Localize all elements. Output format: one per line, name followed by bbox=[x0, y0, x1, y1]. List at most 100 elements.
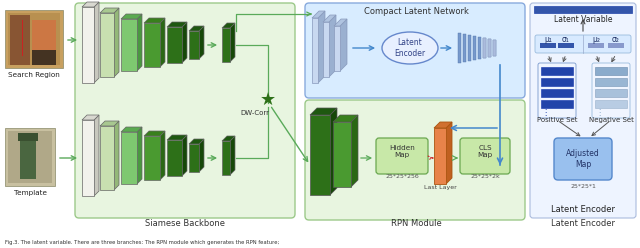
FancyBboxPatch shape bbox=[541, 67, 573, 75]
FancyBboxPatch shape bbox=[5, 128, 55, 186]
FancyBboxPatch shape bbox=[488, 39, 491, 57]
Text: Template: Template bbox=[13, 190, 47, 196]
FancyBboxPatch shape bbox=[20, 133, 36, 179]
Polygon shape bbox=[199, 139, 204, 172]
FancyBboxPatch shape bbox=[468, 35, 471, 61]
FancyBboxPatch shape bbox=[312, 18, 318, 83]
Polygon shape bbox=[167, 22, 187, 27]
FancyBboxPatch shape bbox=[121, 19, 137, 71]
FancyBboxPatch shape bbox=[588, 43, 604, 48]
FancyBboxPatch shape bbox=[595, 78, 627, 86]
FancyBboxPatch shape bbox=[541, 100, 573, 108]
Polygon shape bbox=[310, 108, 337, 115]
Polygon shape bbox=[160, 18, 165, 67]
Text: 25*25*2k: 25*25*2k bbox=[470, 175, 500, 180]
Polygon shape bbox=[121, 14, 142, 19]
FancyBboxPatch shape bbox=[167, 27, 182, 63]
Polygon shape bbox=[351, 115, 358, 187]
FancyBboxPatch shape bbox=[334, 26, 340, 71]
Text: DW-Corr: DW-Corr bbox=[241, 110, 269, 116]
Polygon shape bbox=[334, 19, 347, 26]
Text: Adjusted
Map: Adjusted Map bbox=[566, 149, 600, 169]
FancyBboxPatch shape bbox=[493, 40, 496, 56]
FancyBboxPatch shape bbox=[558, 43, 574, 48]
Text: μ₁: μ₁ bbox=[544, 35, 552, 44]
FancyBboxPatch shape bbox=[538, 63, 576, 118]
Text: σ₂: σ₂ bbox=[612, 35, 620, 44]
FancyBboxPatch shape bbox=[32, 50, 56, 65]
FancyBboxPatch shape bbox=[458, 33, 461, 63]
FancyBboxPatch shape bbox=[540, 43, 556, 48]
Polygon shape bbox=[121, 127, 142, 132]
FancyBboxPatch shape bbox=[82, 120, 94, 196]
FancyBboxPatch shape bbox=[434, 128, 446, 184]
Polygon shape bbox=[144, 18, 165, 23]
FancyBboxPatch shape bbox=[121, 132, 137, 184]
Polygon shape bbox=[114, 121, 119, 190]
FancyBboxPatch shape bbox=[144, 136, 160, 180]
FancyBboxPatch shape bbox=[323, 22, 329, 77]
Polygon shape bbox=[199, 26, 204, 59]
FancyBboxPatch shape bbox=[100, 13, 114, 77]
FancyBboxPatch shape bbox=[530, 3, 636, 218]
Ellipse shape bbox=[382, 32, 438, 64]
FancyBboxPatch shape bbox=[75, 3, 295, 218]
FancyBboxPatch shape bbox=[473, 36, 476, 60]
FancyBboxPatch shape bbox=[144, 23, 160, 67]
FancyBboxPatch shape bbox=[460, 138, 510, 174]
Polygon shape bbox=[333, 115, 358, 122]
Polygon shape bbox=[330, 108, 337, 195]
Text: RPN Module: RPN Module bbox=[390, 219, 442, 228]
FancyBboxPatch shape bbox=[535, 35, 631, 53]
Polygon shape bbox=[230, 23, 235, 62]
FancyBboxPatch shape bbox=[541, 89, 573, 97]
Text: Last Layer: Last Layer bbox=[424, 186, 456, 190]
Text: μ₂: μ₂ bbox=[592, 35, 600, 44]
FancyBboxPatch shape bbox=[189, 144, 199, 172]
Text: ⋮: ⋮ bbox=[541, 107, 549, 117]
FancyBboxPatch shape bbox=[305, 100, 525, 220]
Polygon shape bbox=[100, 121, 119, 126]
Text: Negative Set: Negative Set bbox=[589, 117, 634, 123]
Polygon shape bbox=[312, 11, 325, 18]
FancyBboxPatch shape bbox=[534, 6, 632, 13]
FancyBboxPatch shape bbox=[478, 37, 481, 59]
FancyBboxPatch shape bbox=[189, 31, 199, 59]
FancyBboxPatch shape bbox=[493, 40, 496, 56]
Polygon shape bbox=[434, 122, 452, 128]
Polygon shape bbox=[182, 135, 187, 176]
Polygon shape bbox=[144, 131, 165, 136]
Text: Latent
Encoder: Latent Encoder bbox=[394, 38, 426, 58]
Polygon shape bbox=[329, 15, 336, 77]
FancyBboxPatch shape bbox=[8, 131, 52, 183]
Polygon shape bbox=[222, 23, 235, 28]
Text: CLS
Map: CLS Map bbox=[477, 146, 493, 158]
FancyBboxPatch shape bbox=[488, 39, 491, 57]
Text: Siamese Backbone: Siamese Backbone bbox=[145, 219, 225, 228]
FancyBboxPatch shape bbox=[310, 115, 330, 195]
FancyBboxPatch shape bbox=[305, 3, 525, 98]
FancyBboxPatch shape bbox=[554, 138, 612, 180]
Text: Fig.3. The latent variable. There are three branches: The RPN module which gener: Fig.3. The latent variable. There are th… bbox=[5, 240, 279, 245]
Text: Positive Set: Positive Set bbox=[537, 117, 577, 123]
FancyBboxPatch shape bbox=[595, 67, 627, 75]
Polygon shape bbox=[114, 8, 119, 77]
Text: 25*25*1: 25*25*1 bbox=[570, 184, 596, 188]
FancyBboxPatch shape bbox=[483, 38, 486, 58]
Polygon shape bbox=[230, 136, 235, 175]
Polygon shape bbox=[82, 2, 99, 7]
FancyBboxPatch shape bbox=[595, 89, 627, 97]
Text: Latent Encoder: Latent Encoder bbox=[551, 219, 615, 228]
FancyBboxPatch shape bbox=[82, 7, 94, 83]
FancyBboxPatch shape bbox=[8, 13, 60, 65]
FancyBboxPatch shape bbox=[592, 63, 630, 118]
Text: Search Region: Search Region bbox=[8, 72, 60, 78]
Polygon shape bbox=[137, 14, 142, 71]
FancyBboxPatch shape bbox=[333, 122, 351, 187]
Polygon shape bbox=[100, 8, 119, 13]
FancyBboxPatch shape bbox=[595, 100, 627, 108]
Polygon shape bbox=[82, 115, 99, 120]
Polygon shape bbox=[137, 127, 142, 184]
Polygon shape bbox=[318, 11, 325, 83]
Polygon shape bbox=[222, 136, 235, 141]
